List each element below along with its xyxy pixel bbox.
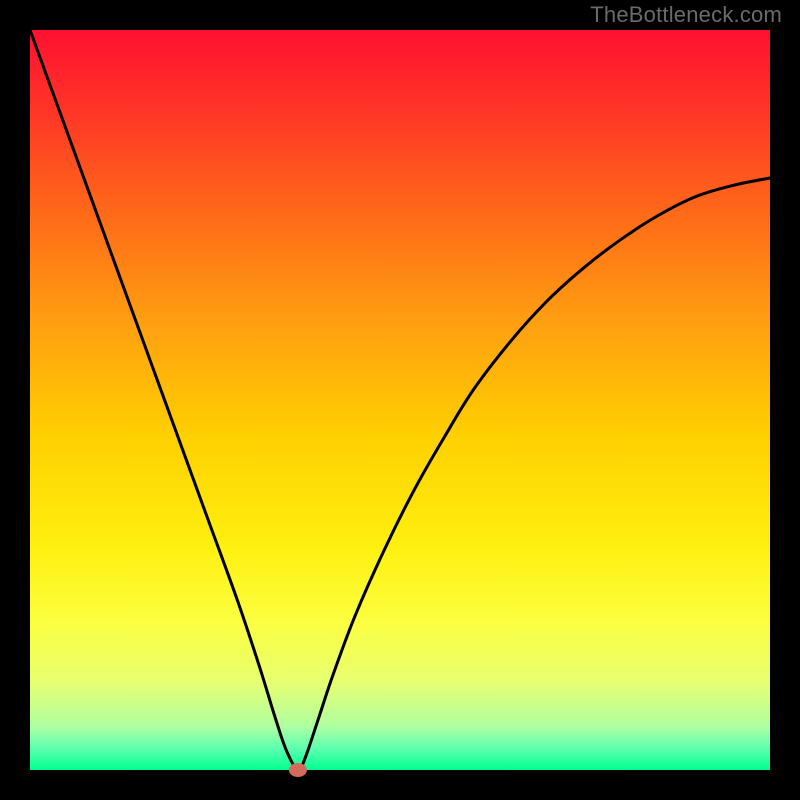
watermark-text: TheBottleneck.com — [590, 2, 782, 28]
chart-frame: TheBottleneck.com — [0, 0, 800, 800]
minimum-marker — [289, 763, 307, 777]
bottleneck-chart — [0, 0, 800, 800]
plot-background — [30, 30, 770, 770]
